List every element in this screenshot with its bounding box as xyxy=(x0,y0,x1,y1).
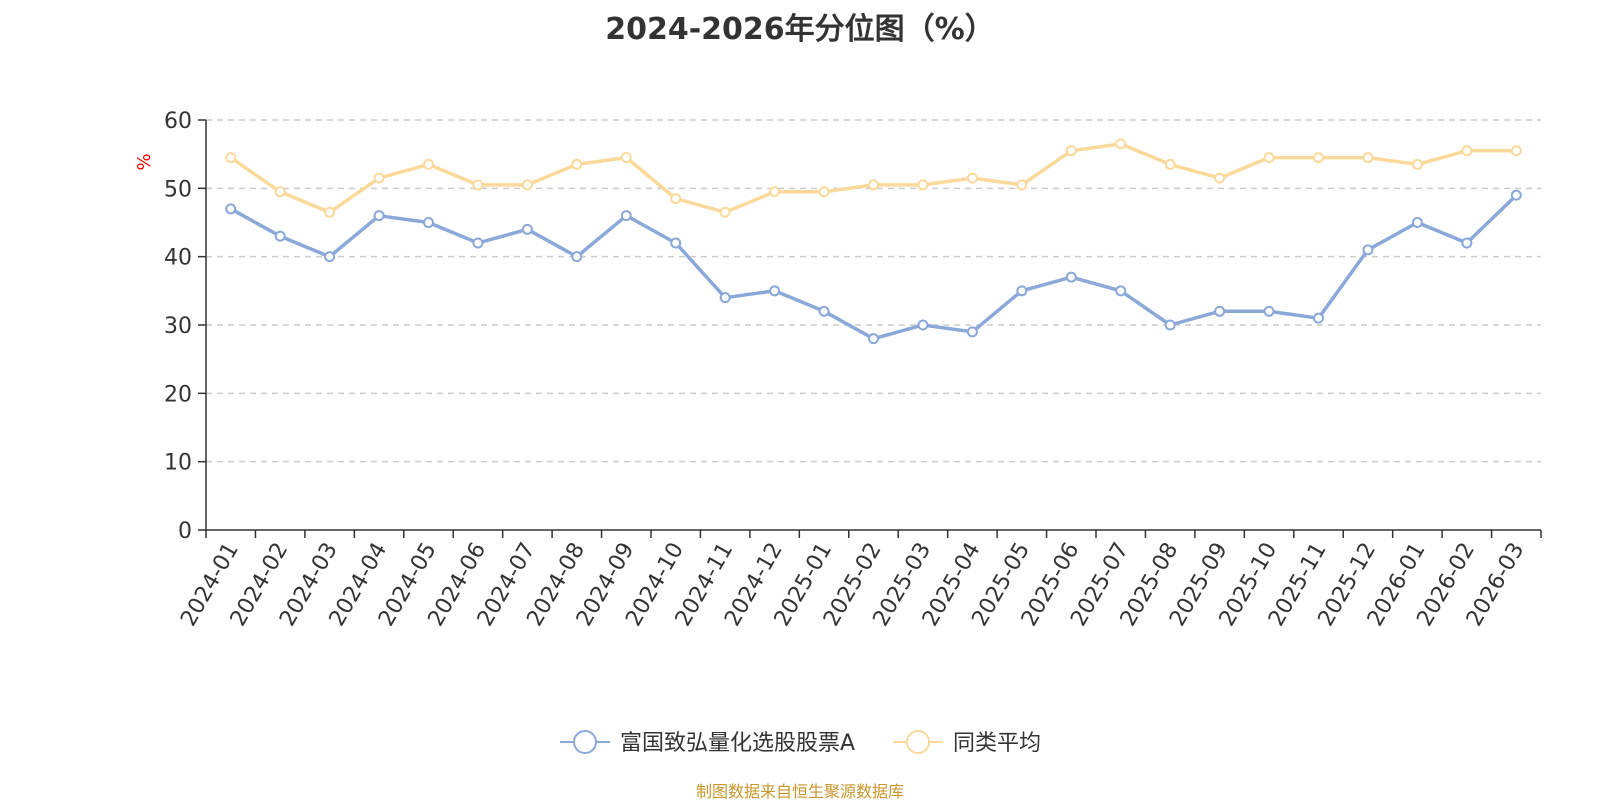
y-tick-label: 0 xyxy=(178,519,192,544)
data-point xyxy=(670,237,682,249)
data-point xyxy=(274,230,286,242)
data-point xyxy=(1313,152,1324,164)
data-point xyxy=(966,326,978,338)
data-source-note: 制图数据来自恒生聚源数据库 xyxy=(695,782,904,801)
data-point xyxy=(1461,237,1473,249)
data-point xyxy=(719,206,731,218)
series-line xyxy=(229,142,1517,215)
data-point xyxy=(769,285,781,297)
data-point xyxy=(818,186,830,198)
y-axis-label: % xyxy=(134,153,155,170)
data-point xyxy=(423,158,434,170)
grid-lines xyxy=(206,119,1541,463)
data-point xyxy=(1214,305,1226,317)
data-point xyxy=(1510,189,1522,201)
legend: 富国致弘量化选股股票A 同类平均 xyxy=(560,730,1041,756)
data-point xyxy=(472,237,484,249)
data-point xyxy=(917,319,929,331)
data-point xyxy=(324,206,336,218)
y-tick-label: 40 xyxy=(164,246,192,271)
data-point xyxy=(571,251,583,263)
legend-label: 富国致弘量化选股股票A xyxy=(620,731,855,756)
y-tick-label: 60 xyxy=(164,109,192,134)
data-point xyxy=(1214,172,1226,184)
data-point xyxy=(719,292,731,304)
y-tick-label: 10 xyxy=(164,451,192,476)
legend-marker xyxy=(573,730,597,754)
data-point xyxy=(1411,158,1423,170)
data-point xyxy=(472,179,484,191)
data-point xyxy=(1065,271,1077,283)
data-point xyxy=(1115,138,1127,150)
data-point xyxy=(1510,145,1522,157)
data-point xyxy=(1362,152,1374,164)
data-point xyxy=(1115,285,1127,297)
data-point xyxy=(1313,312,1324,324)
data-point xyxy=(225,152,237,164)
data-point xyxy=(1263,305,1275,317)
y-axis: 0 10 20 30 40 50 60% xyxy=(134,109,207,544)
data-point xyxy=(818,305,830,317)
data-point xyxy=(1461,145,1473,157)
y-tick-label: 20 xyxy=(164,382,192,407)
y-tick-label: 30 xyxy=(164,314,192,339)
data-point xyxy=(571,158,583,170)
data-point xyxy=(324,251,336,263)
data-point xyxy=(670,193,682,205)
chart-title: 2024-2026年分位图（%） xyxy=(605,12,995,47)
y-tick-label: 50 xyxy=(164,177,192,202)
series-group xyxy=(225,138,1522,345)
data-point xyxy=(620,152,632,164)
data-point xyxy=(1263,152,1275,164)
data-point xyxy=(966,172,978,184)
data-point xyxy=(225,203,237,215)
x-axis: 2024-012024-022024-032024-042024-052024-… xyxy=(176,529,1542,631)
data-point xyxy=(1411,217,1423,228)
legend-label: 同类平均 xyxy=(953,731,1041,756)
data-point xyxy=(373,172,385,184)
data-point xyxy=(373,210,385,222)
data-point xyxy=(620,210,632,222)
data-point xyxy=(521,223,533,235)
data-point xyxy=(1016,285,1028,297)
data-point xyxy=(1362,244,1374,256)
data-point xyxy=(274,186,286,198)
data-point xyxy=(521,179,533,191)
data-point xyxy=(769,186,781,198)
data-point xyxy=(868,333,879,345)
data-point xyxy=(1164,319,1176,331)
data-point xyxy=(423,217,434,228)
data-point xyxy=(1164,158,1176,170)
data-point xyxy=(1016,179,1028,191)
data-point xyxy=(1065,145,1077,157)
legend-marker xyxy=(906,730,930,754)
data-point xyxy=(868,179,879,191)
data-point xyxy=(917,179,929,191)
